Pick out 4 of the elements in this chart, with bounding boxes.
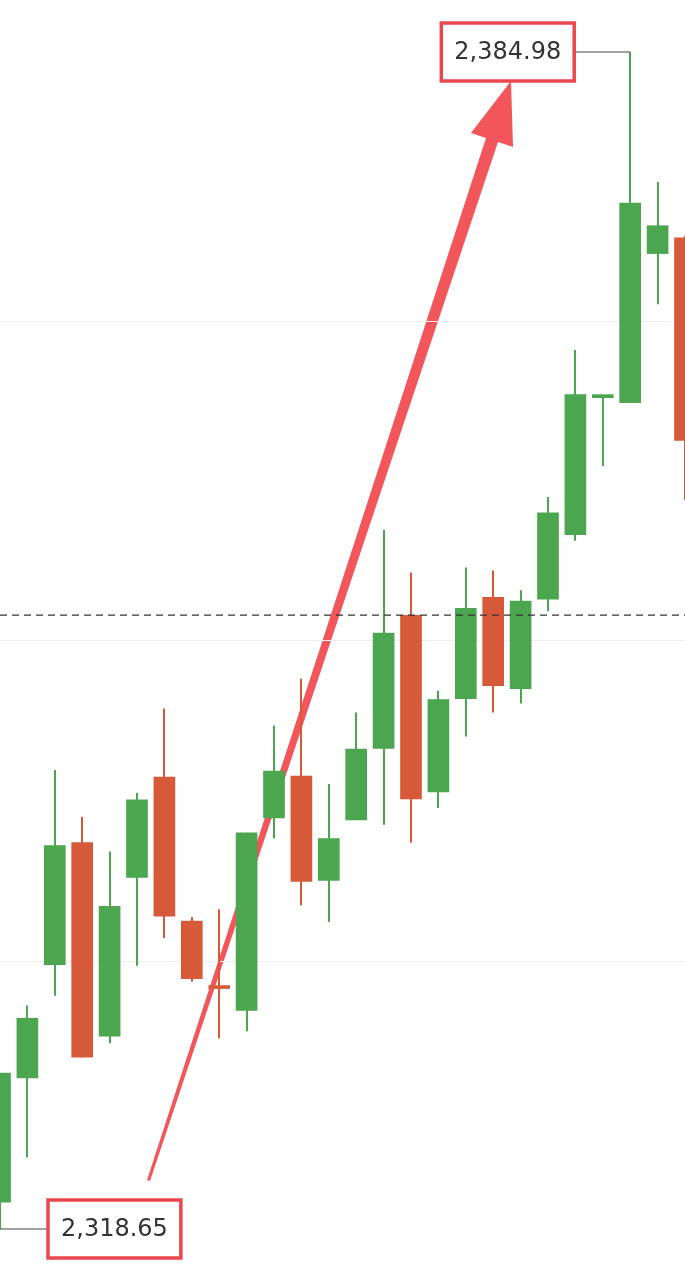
annotation: 2,318.65 — [61, 1214, 168, 1243]
candlestick — [208, 908, 231, 1040]
candlestick — [591, 394, 614, 468]
annotation: 2,384.98 — [454, 37, 562, 66]
